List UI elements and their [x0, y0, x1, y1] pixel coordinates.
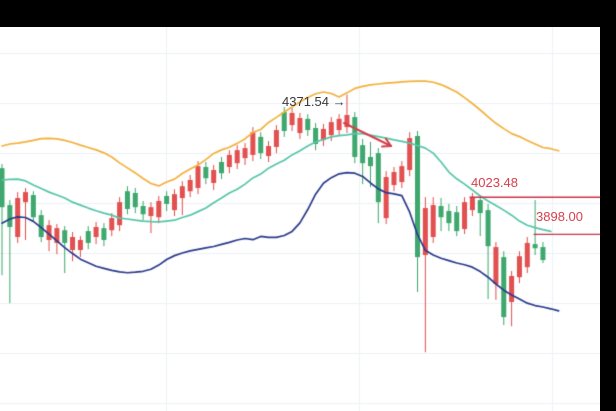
- price-level-label-3898: 3898.00: [536, 209, 583, 224]
- right-panel-edge: [600, 27, 616, 411]
- peak-price-annotation: 4371.54 →: [282, 94, 346, 109]
- top-bar: [0, 0, 616, 27]
- price-level-label-4023: 4023.48: [471, 175, 518, 190]
